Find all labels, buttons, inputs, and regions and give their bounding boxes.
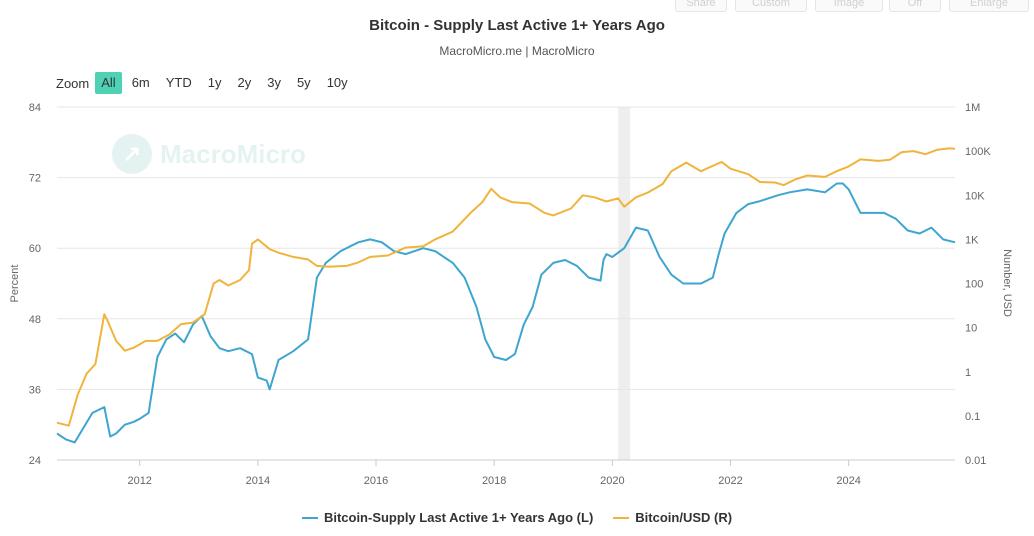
legend-item-price[interactable]: Bitcoin/USD (R)	[613, 510, 732, 525]
series-lines	[56, 147, 956, 444]
shaded-region	[618, 107, 631, 460]
right-axis-tick-label: 10	[965, 323, 977, 335]
right-axis-tick-label: 100	[965, 279, 983, 291]
shaded-region-band	[618, 107, 631, 460]
zoom-6m-button[interactable]: 6m	[131, 75, 150, 90]
axes: 24 36 48 60 72 84 0.01 0.1 1 10 100 1K 10K 100K 1M 2012…	[9, 102, 1013, 487]
right-axis-tick-label: 1	[965, 367, 971, 379]
x-axis-tick-label: 2012	[127, 475, 151, 487]
left-axis-tick-label: 60	[29, 243, 41, 255]
right-axis-tick-label: 0.01	[965, 455, 986, 467]
x-axis-tick-label: 2014	[246, 475, 270, 487]
zoom-selector: Zoom All 6m YTD 1y 2y 3y 5y 10y	[56, 72, 358, 94]
left-axis-tick-label: 48	[29, 314, 41, 326]
left-axis-tick-label: 72	[29, 173, 41, 185]
x-axis-tick-label: 2024	[836, 475, 860, 487]
legend-item-supply[interactable]: Bitcoin-Supply Last Active 1+ Years Ago …	[301, 510, 594, 525]
chart-legend: Bitcoin-Supply Last Active 1+ Years Ago …	[0, 510, 1034, 525]
price-swatch	[613, 516, 630, 519]
zoom-2y-button[interactable]: 2y	[237, 75, 252, 90]
zoom-5y-button[interactable]: 5y	[296, 75, 311, 90]
legend-label-supply: Bitcoin-Supply Last Active 1+ Years Ago …	[323, 510, 594, 525]
legend-label-price: Bitcoin/USD (R)	[635, 510, 733, 525]
x-axis-tick-label: 2022	[718, 475, 742, 487]
zoom-3y-button[interactable]: 3y	[267, 75, 281, 90]
grid-lines	[57, 106, 955, 390]
custom-button[interactable]: Custom	[735, 0, 807, 12]
macromicro-logo-icon: ↗	[112, 134, 152, 174]
supply-series-line	[56, 182, 956, 444]
price-series-line	[56, 147, 956, 427]
zoom-ytd-button[interactable]: YTD	[165, 75, 192, 90]
right-axis-tick-label: 1M	[965, 102, 980, 114]
chart-title: Bitcoin - Supply Last Active 1+ Years Ag…	[369, 17, 665, 34]
enlarge-button[interactable]: Enlarge	[949, 0, 1029, 12]
left-axis-title: Percent	[9, 265, 21, 303]
left-axis-tick-label: 24	[29, 455, 41, 467]
zoom-all-button[interactable]: All	[95, 72, 122, 94]
chart-plot: 24 36 48 60 72 84 0.01 0.1 1 10 100 1K 10K 100K 1M 2012…	[9, 102, 1013, 487]
supply-swatch	[301, 516, 318, 519]
image-button[interactable]: Image	[815, 0, 883, 12]
right-axis-title: Number, USD	[1001, 249, 1013, 317]
left-axis-tick-label: 84	[29, 102, 41, 114]
x-axis-tick-label: 2020	[600, 475, 624, 487]
zoom-1y-button[interactable]: 1y	[207, 75, 222, 90]
right-axis-tick-label: 0.1	[965, 411, 980, 423]
right-axis-tick-label: 10K	[965, 190, 985, 202]
x-axis-tick-label: 2016	[364, 475, 388, 487]
watermark: ↗ MacroMicro	[112, 134, 306, 174]
share-button[interactable]: Share	[675, 0, 727, 12]
x-axis-tick-label: 2018	[482, 475, 506, 487]
zoom-label: Zoom	[56, 75, 90, 91]
off-button[interactable]: Off	[889, 0, 941, 12]
right-axis-tick-label: 1K	[965, 234, 979, 246]
zoom-10y-button[interactable]: 10y	[326, 75, 348, 90]
watermark-text: MacroMicro	[160, 138, 306, 169]
chart-subtitle: MacroMicro.me | MacroMicro	[439, 44, 595, 58]
chart-toolbar: Share Custom Image Off Enlarge	[0, 0, 1034, 12]
left-axis-tick-label: 36	[29, 384, 41, 396]
right-axis-tick-label: 100K	[965, 146, 991, 158]
